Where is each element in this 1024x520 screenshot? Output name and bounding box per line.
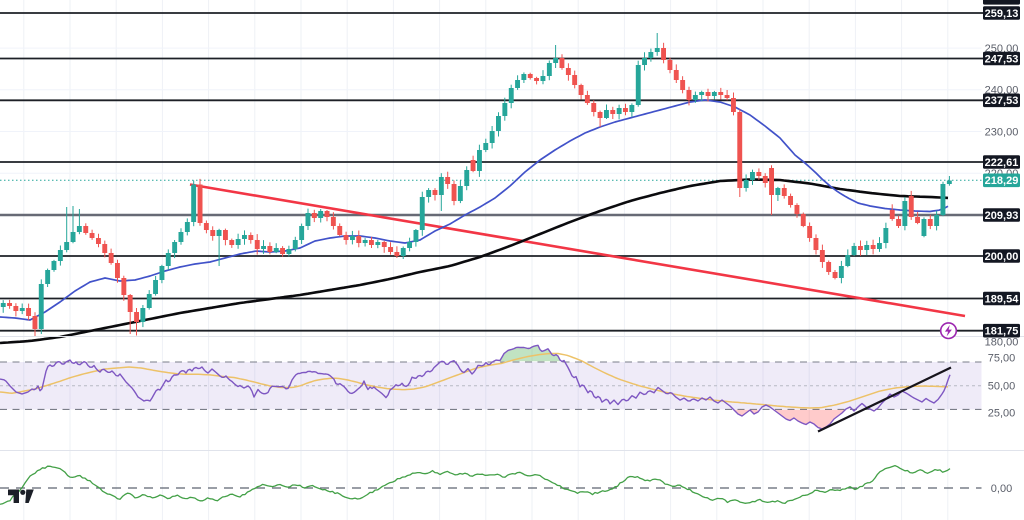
svg-text:0,00: 0,00: [991, 483, 1012, 495]
svg-text:230,00: 230,00: [985, 126, 1019, 138]
svg-text:75,00: 75,00: [988, 353, 1016, 365]
svg-text:50,00: 50,00: [988, 381, 1016, 393]
svg-text:222,61: 222,61: [985, 157, 1019, 169]
svg-text:200,00: 200,00: [985, 251, 1019, 263]
svg-text:25,00: 25,00: [988, 407, 1016, 419]
svg-text:189,54: 189,54: [985, 293, 1020, 305]
svg-text:247,53: 247,53: [985, 53, 1019, 65]
svg-text:209,93: 209,93: [985, 210, 1019, 222]
svg-text:259,13: 259,13: [985, 8, 1019, 20]
svg-text:237,53: 237,53: [985, 95, 1019, 107]
svg-text:180,00: 180,00: [985, 336, 1019, 348]
svg-text:218,29: 218,29: [985, 175, 1019, 187]
svg-text:181,75: 181,75: [985, 326, 1019, 338]
